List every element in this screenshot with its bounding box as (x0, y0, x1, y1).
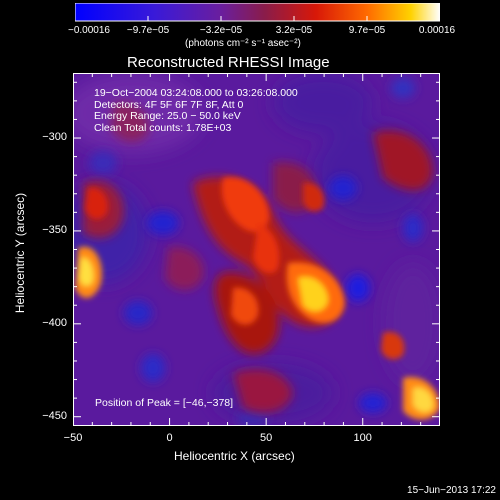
y-tick-label: −350 (42, 223, 67, 236)
colorbar (75, 3, 440, 22)
x-tick-label: 50 (260, 432, 273, 444)
annotation-clean: Clean Total counts: 1.78E+03 (94, 121, 232, 134)
annotation-energy: Energy Range: 25.0 − 50.0 keV (94, 110, 241, 122)
x-axis-label: Heliocentric X (arcsec) (174, 449, 295, 463)
colorbar-tick-label: −9.7e−05 (126, 25, 170, 36)
colorbar-tick-label: −3.2e−05 (199, 25, 243, 36)
colorbar-tick-label: −0.00016 (68, 25, 110, 36)
negative-blobs (89, 78, 423, 426)
y-tick-label: −400 (42, 316, 67, 329)
bright-emission (75, 177, 440, 420)
annotation-detectors: Detectors: 4F 5F 6F 7F 8F, Att 0 (94, 98, 244, 111)
annotation-peak: Position of Peak = [−46,−378] (95, 397, 234, 409)
heatmap-image (73, 73, 440, 426)
annotation-time: 19−Oct−2004 03:24:08.000 to 03:26:08.000 (94, 87, 298, 99)
colorbar-tick-label: 0.00016 (418, 25, 456, 36)
y-axis-label: Heliocentric Y (arcsec) (13, 192, 27, 314)
x-tick-label: 0 (166, 432, 173, 444)
x-tick-label: 100 (353, 432, 372, 444)
y-tick-label: −300 (42, 131, 67, 144)
annotation-block: 19−Oct−2004 03:24:08.000 to 03:26:08.000… (94, 87, 298, 134)
x-tick-label: −50 (63, 432, 83, 444)
footer-timestamp: 15−Jun−2013 17:22 (407, 485, 496, 496)
colorbar-tick-label: 9.7e−05 (348, 25, 386, 36)
colorbar-tick-label: 3.2e−05 (275, 25, 313, 36)
y-tick-label: −450 (42, 409, 67, 422)
chart-title: Reconstructed RHESSI Image (127, 54, 330, 71)
colorbar-unit-label: (photons cm⁻² s⁻¹ asec⁻²) (185, 38, 301, 49)
colorbar-gradient (75, 3, 440, 22)
